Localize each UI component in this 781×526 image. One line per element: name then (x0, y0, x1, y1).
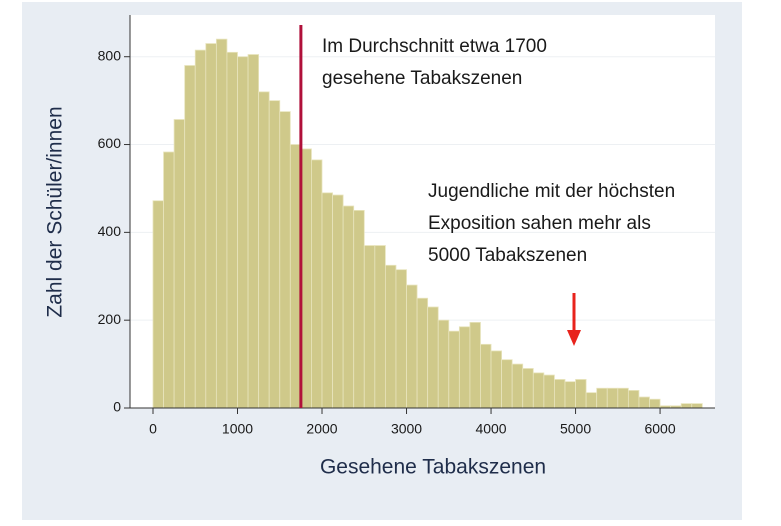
bar (173, 119, 186, 409)
bar (564, 381, 576, 409)
x-tick-label: 4000 (475, 421, 506, 437)
bar (437, 319, 450, 409)
bar (300, 148, 312, 409)
x-tick-label: 1000 (222, 421, 253, 437)
bar (511, 363, 524, 409)
bar (469, 321, 481, 409)
bar (152, 200, 164, 409)
bar (522, 368, 534, 409)
bar (237, 56, 249, 409)
x-tick-label: 6000 (644, 421, 675, 437)
bar (184, 65, 196, 409)
bar (268, 100, 281, 409)
x-axis-label: Gesehene Tabakszenen (320, 456, 546, 479)
bar (194, 49, 207, 409)
bar (617, 387, 629, 409)
bar (606, 387, 619, 409)
bar (554, 379, 566, 409)
bar (384, 264, 397, 409)
bar (395, 269, 407, 409)
bar (680, 403, 693, 409)
bar (342, 205, 355, 409)
bar (585, 392, 598, 409)
x-tick-label: 2000 (306, 421, 337, 437)
bar (427, 306, 439, 409)
bar (406, 284, 418, 409)
bar (289, 144, 302, 409)
bar (638, 396, 650, 409)
bar (416, 297, 429, 409)
bar (596, 387, 608, 409)
annotation: gesehene Tabakszenen (322, 68, 522, 89)
bar (247, 54, 260, 409)
y-tick-label: 200 (98, 311, 122, 327)
x-tick-label: 5000 (560, 421, 591, 437)
bar (501, 359, 513, 409)
bar (163, 151, 175, 409)
bar (374, 245, 386, 409)
bar (279, 111, 291, 409)
arrow (567, 293, 581, 346)
bar (543, 374, 555, 409)
bar (575, 379, 587, 409)
annotation: Im Durchschnitt etwa 1700 (322, 36, 547, 57)
bar (311, 159, 323, 409)
y-axis-label: Zahl der Schüler/innen (44, 106, 67, 317)
bar (205, 43, 217, 409)
annotation: 5000 Tabakszenen (428, 245, 587, 266)
y-tick-label: 600 (98, 135, 122, 151)
arrow-head (567, 330, 581, 346)
annotation: Jugendliche mit der höchsten (428, 181, 675, 202)
y-tick-label: 0 (113, 399, 121, 415)
bar (490, 350, 503, 409)
bar (215, 38, 228, 409)
bar (691, 403, 703, 409)
bar (649, 398, 661, 409)
bar (258, 91, 270, 409)
bar (353, 210, 365, 409)
bar (321, 192, 333, 409)
bar (458, 326, 471, 409)
x-tick-label: 0 (149, 421, 157, 437)
y-tick-label: 400 (98, 223, 122, 239)
bar (363, 245, 376, 409)
annotation: Exposition sahen mehr als (428, 213, 651, 234)
bar (532, 372, 545, 409)
bar (627, 390, 640, 409)
x-tick-label: 3000 (391, 421, 422, 437)
y-tick-label: 800 (98, 47, 122, 63)
bar (480, 343, 492, 409)
bar (332, 194, 344, 409)
bar (226, 51, 238, 409)
bar (448, 330, 460, 409)
